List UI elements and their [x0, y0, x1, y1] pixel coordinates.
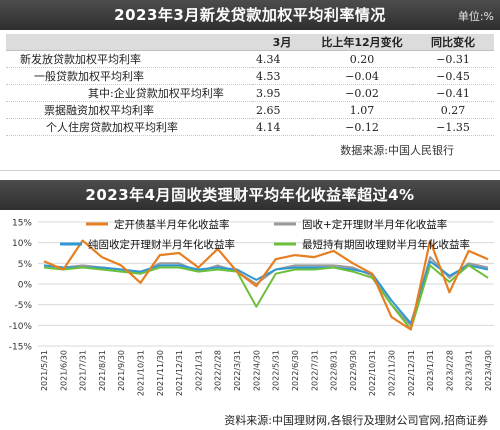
row-vs-december: −0.04 [312, 67, 412, 85]
y-tick-label: -15% [9, 343, 33, 353]
table-row: 个人住房贷款加权平均利率 4.14 −0.12 −1.35 [6, 118, 494, 136]
legend-label: 定开债基半月年化收益率 [114, 218, 230, 231]
chart-source: 资料来源:中国理财网,各银行及理财公司官网,招商证券 [224, 414, 488, 427]
y-tick-label: 5% [18, 260, 33, 270]
y-tick-label: 10% [12, 239, 32, 249]
x-tick-label: 2021/5/31 [40, 350, 49, 391]
loan-rate-table: 3月 比上年12月变化 同比变化 新发放贷款加权平均利率 4.34 0.20 −… [6, 34, 494, 136]
x-tick-label: 2021/6/30 [59, 350, 68, 391]
table-row: 一般贷款加权平均利率 4.53 −0.04 −0.45 [6, 67, 494, 85]
legend-label: 纯固收定开理财半月年化收益率 [88, 238, 235, 251]
row-vs-december: 0.20 [312, 50, 412, 68]
x-tick-label: 2022/3/31 [233, 350, 242, 391]
x-tick-label: 2023/2/28 [445, 350, 454, 391]
header-yoy: 同比变化 [412, 34, 494, 51]
y-tick-label: -5% [14, 301, 32, 311]
row-vs-december: −0.12 [312, 118, 412, 136]
table-row: 票据融资加权平均利率 2.65 1.07 0.27 [6, 101, 494, 119]
legend-label: 最短持有期固收理财半月年化收益率 [302, 238, 470, 251]
x-tick-label: 2021/11/30 [156, 350, 165, 396]
chart-banner: 2023年4月固收类理财平均年化收益率超过4% [0, 180, 500, 210]
x-tick-label: 2022/7/31 [310, 350, 319, 391]
row-yoy: −1.35 [412, 118, 494, 136]
x-tick-label: 2022/10/31 [368, 350, 377, 396]
row-label: 票据融资加权平均利率 [6, 101, 252, 119]
series-line-1 [43, 239, 489, 331]
x-tick-label: 2022/9/30 [349, 350, 358, 391]
chart-title: 2023年4月固收类理财平均年化收益率超过4% [85, 186, 415, 204]
x-tick-label: 2022/1/31 [194, 350, 203, 391]
table-row: 新发放贷款加权平均利率 4.34 0.20 −0.31 [6, 50, 494, 68]
y-tick-label: -10% [9, 322, 33, 332]
row-value: 3.95 [252, 84, 312, 102]
x-tick-label: 2022/4/30 [252, 350, 261, 391]
x-axis: 2021/5/31 2021/6/30 2021/7/31 2021/8/31 2021… [40, 350, 493, 396]
row-value: 4.14 [252, 118, 312, 136]
x-tick-label: 2021/12/31 [175, 350, 184, 396]
x-tick-label: 2021/7/31 [79, 350, 88, 391]
row-vs-december: 1.07 [312, 101, 412, 119]
row-label: 一般贷款加权平均利率 [6, 67, 252, 85]
table-row: 其中:企业贷款加权平均利率 3.95 −0.02 −0.41 [6, 84, 494, 102]
x-tick-label: 2022/11/30 [387, 350, 396, 396]
y-tick-label: 0% [18, 281, 33, 291]
x-tick-label: 2022/8/31 [330, 350, 339, 391]
row-value: 4.53 [252, 67, 312, 85]
row-value: 4.34 [252, 50, 312, 68]
x-tick-label: 2023/4/30 [484, 350, 493, 391]
y-axis: 15% 10% 5% 0% -5% -10% -15% [9, 219, 33, 353]
x-tick-label: 2022/12/31 [407, 350, 416, 396]
row-vs-december: −0.02 [312, 84, 412, 102]
row-label: 新发放贷款加权平均利率 [6, 50, 252, 68]
table-source: 数据来源:中国人民银行 [340, 144, 454, 157]
x-tick-label: 2021/8/31 [98, 350, 107, 391]
row-yoy: −0.41 [412, 84, 494, 102]
row-value: 2.65 [252, 101, 312, 119]
x-tick-label: 2022/6/30 [291, 350, 300, 391]
row-yoy: −0.45 [412, 67, 494, 85]
x-tick-label: 2022/2/28 [214, 350, 223, 391]
table-banner: 2023年3月新发贷款加权平均利率情况 单位:% [0, 0, 500, 30]
x-tick-label: 2022/5/31 [272, 350, 281, 391]
legend-label: 固收+定开理财半月年化收益率 [302, 218, 447, 231]
x-tick-label: 2023/1/31 [426, 350, 435, 391]
table-title: 2023年3月新发贷款加权平均利率情况 [114, 6, 386, 24]
series-lines [43, 239, 489, 331]
header-vs-december: 比上年12月变化 [312, 34, 412, 51]
unit-label: 单位:% [457, 10, 494, 23]
x-tick-label: 2023/3/31 [465, 350, 474, 391]
row-yoy: −0.31 [412, 50, 494, 68]
row-yoy: 0.27 [412, 101, 494, 119]
y-tick-label: 15% [12, 219, 32, 229]
x-tick-label: 2021/10/31 [137, 350, 146, 396]
table-header-row: 3月 比上年12月变化 同比变化 [6, 34, 494, 51]
section-divider [0, 170, 500, 171]
x-tick-label: 2021/9/30 [117, 350, 126, 391]
yield-line-chart: 15% 10% 5% 0% -5% -10% -15% 2021/5/31 2021/6/30… [9, 218, 494, 396]
header-blank [6, 34, 252, 51]
header-march: 3月 [252, 34, 312, 51]
row-label: 个人住房贷款加权平均利率 [6, 118, 252, 136]
row-label: 其中:企业贷款加权平均利率 [6, 84, 252, 102]
